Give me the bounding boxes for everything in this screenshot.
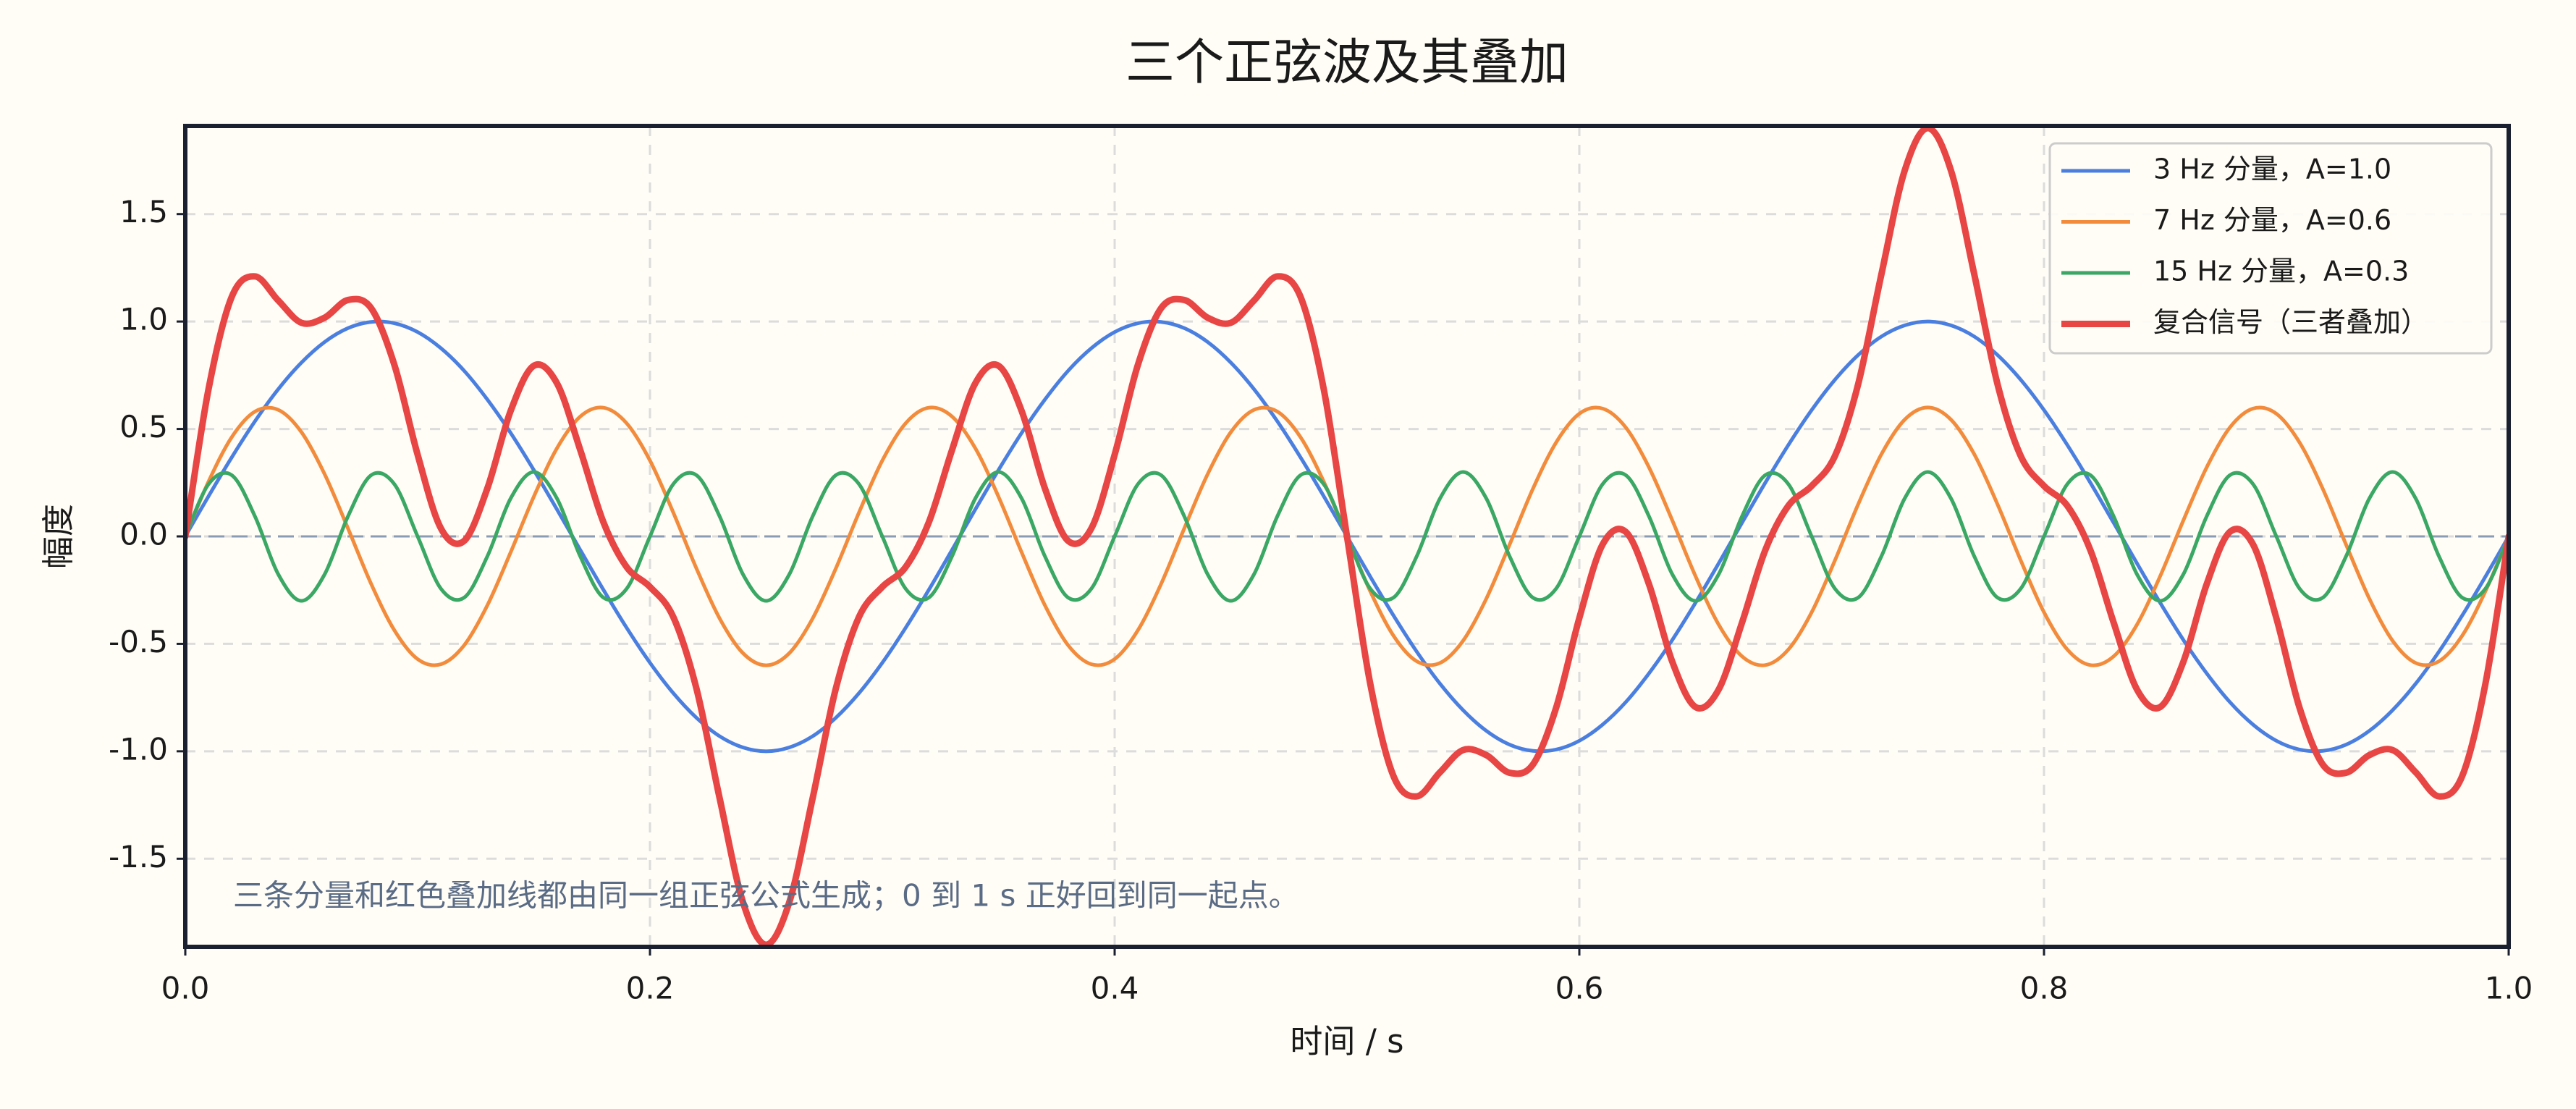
x-tick-label: 0.4 <box>1091 971 1139 1006</box>
y-tick-label: 0.0 <box>119 517 168 552</box>
y-tick-label: -1.5 <box>109 839 168 874</box>
x-tick-label: 0.6 <box>1555 971 1604 1006</box>
x-tick-label: 0.0 <box>161 971 210 1006</box>
y-tick-label: 1.5 <box>119 194 168 229</box>
annotation: 三条分量和红色叠加线都由同一组正弦公式生成；0 到 1 s 正好回到同一起点。 <box>233 878 1299 914</box>
chart-title: 三个正弦波及其叠加 <box>1126 35 1568 92</box>
series-line <box>185 126 2509 947</box>
legend-label: 15 Hz 分量，A=0.3 <box>2153 256 2409 287</box>
y-tick-label: 1.0 <box>119 302 168 337</box>
legend-label: 7 Hz 分量，A=0.6 <box>2153 204 2391 236</box>
y-tick-label: -1.0 <box>109 731 168 767</box>
y-tick-label: -0.5 <box>109 624 168 659</box>
x-tick-label: 1.0 <box>2485 971 2533 1006</box>
x-axis-label: 时间 / s <box>1290 1022 1403 1060</box>
plot-lines <box>185 126 2509 947</box>
y-axis-label: 幅度 <box>39 504 77 569</box>
x-tick-label: 0.8 <box>2020 971 2069 1006</box>
legend-label: 3 Hz 分量，A=1.0 <box>2153 153 2391 185</box>
legend-box <box>2048 142 2493 355</box>
y-tick-label: 0.5 <box>119 409 168 444</box>
plot-frame <box>183 124 2511 949</box>
legend-label: 复合信号（三者叠加） <box>2153 306 2428 338</box>
x-tick-label: 0.2 <box>626 971 675 1006</box>
